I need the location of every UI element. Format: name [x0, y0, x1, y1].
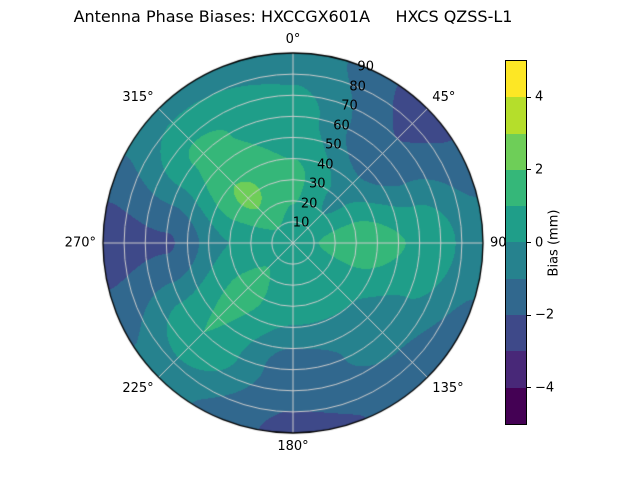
radial-tick-label: 40	[317, 157, 334, 173]
colorbar-tick-label: 2	[535, 162, 544, 178]
theta-tick-labels: 0° 45° 90° 135° 180° 225° 270° 315°	[65, 33, 513, 453]
radial-tick-label: 60	[333, 118, 350, 134]
chart-title: Antenna Phase Biases: HXCCGX601A HXCS QZ…	[73, 7, 513, 26]
radial-tick-label: 20	[300, 196, 318, 212]
colorbar-tick-mark	[527, 96, 531, 98]
colorbar-band	[506, 206, 526, 243]
colorbar-tick-mark	[527, 314, 531, 316]
polar-contour-canvas	[101, 51, 485, 435]
polar-plot: 0° 45° 90° 135° 180° 225° 270° 315° 10 20 30 40 50 6…	[65, 33, 513, 453]
colorbar-band	[506, 242, 526, 279]
colorbar-band	[506, 315, 526, 352]
colorbar: 4 2 0 −2 −4 Bias (mm)	[505, 60, 562, 425]
theta-tick-label: 270°	[64, 235, 96, 251]
theta-tick-label: 225°	[122, 381, 154, 397]
radial-tick-label: 90	[357, 59, 374, 75]
radial-tick-label: 80	[349, 79, 366, 95]
colorbar-band	[506, 133, 526, 170]
theta-tick-label: 0°	[285, 32, 301, 47]
colorbar-tick-mark	[527, 387, 531, 389]
radial-tick-label: 10	[292, 215, 310, 231]
radial-tick-labels: 10 20 30 40 50 60 70 80 90	[101, 51, 485, 435]
theta-tick-label: 45°	[432, 89, 456, 105]
colorbar-band	[506, 351, 526, 388]
colorbar-band	[506, 97, 526, 134]
colorbar-gradient	[506, 61, 526, 424]
colorbar-band	[506, 61, 526, 98]
radial-tick-label: 70	[341, 98, 358, 114]
radial-tick-label: 30	[308, 176, 326, 192]
radial-tick-label: 50	[325, 137, 342, 153]
colorbar-tick-mark	[527, 169, 531, 171]
colorbar-tick-label: −4	[535, 380, 555, 396]
colorbar-band	[506, 387, 526, 424]
theta-tick-label: 315°	[122, 89, 154, 105]
colorbar-tick-label: 4	[535, 89, 544, 105]
colorbar-band	[506, 169, 526, 207]
theta-tick-label: 180°	[277, 439, 309, 454]
colorbar-tick-mark	[527, 242, 531, 243]
colorbar-tick-label: −2	[535, 307, 555, 323]
colorbar-tick-label: 0	[535, 235, 544, 250]
theta-tick-label: 135°	[432, 381, 464, 397]
colorbar-axis-label: Bias (mm)	[546, 209, 562, 277]
colorbar-band	[506, 278, 526, 316]
